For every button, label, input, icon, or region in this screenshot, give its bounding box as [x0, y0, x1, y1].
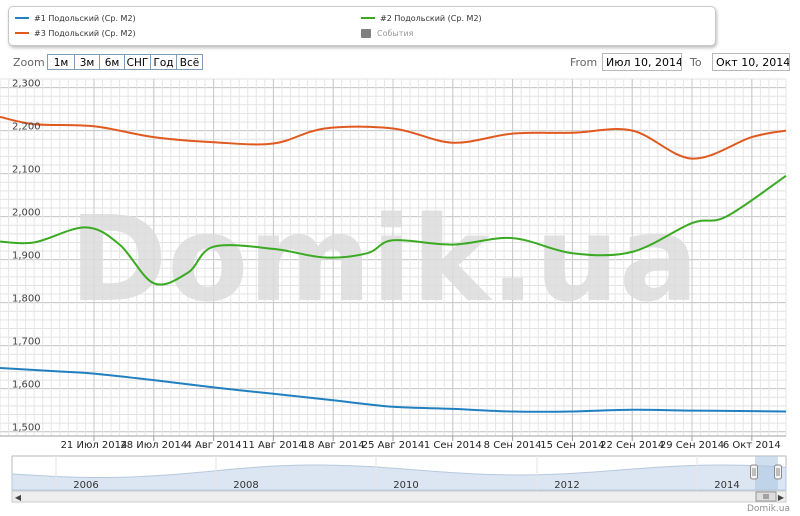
credit-link[interactable]: Domik.ua [747, 504, 790, 514]
x-tick-label: 25 Авг 2014 [362, 440, 425, 451]
legend-item-series-3[interactable]: #3 Подольский (Ср. М2) [15, 27, 136, 39]
zoom-button-3m[interactable]: 3м [74, 54, 100, 70]
y-tick-label: 1,700 [12, 337, 41, 348]
x-tick-label: 8 Сен 2014 [484, 440, 542, 451]
zoom-label: Zoom [13, 56, 45, 69]
navigator-handle-left[interactable] [750, 464, 758, 480]
navigator-series [11, 464, 787, 491]
watermark: Domik.ua [69, 190, 698, 328]
x-tick-label: 22 Сен 2014 [600, 440, 664, 451]
scrollbar-track[interactable] [11, 490, 787, 503]
x-tick-label: 28 Июл 2014 [120, 440, 187, 451]
y-tick-label: 2,300 [12, 79, 41, 90]
legend-item-events[interactable]: События [361, 27, 413, 39]
zoom-button-ytd[interactable]: СНГ [124, 54, 151, 70]
range-to-input[interactable] [712, 53, 790, 71]
y-tick-label: 2,000 [12, 208, 41, 219]
navigator-year-label: 2010 [393, 480, 418, 491]
scroll-left-icon[interactable]: ◀ [15, 493, 22, 502]
x-tick-label: 6 Окт 2014 [723, 440, 781, 451]
series-3-swatch [15, 32, 29, 34]
navigator: 2006 2008 2010 2012 2014 ◀ ▶ [11, 455, 787, 503]
y-tick-label: 1,900 [12, 251, 41, 262]
legend-label: #2 Подольский (Ср. М2) [380, 13, 482, 23]
navigator-year-label: 2014 [714, 480, 739, 491]
y-tick-label: 2,100 [12, 165, 41, 176]
legend: #1 Подольский (Ср. М2) #2 Подольский (Ср… [8, 6, 716, 46]
legend-label: События [377, 28, 414, 38]
legend-item-series-2[interactable]: #2 Подольский (Ср. М2) [361, 12, 482, 24]
series-line-3[interactable] [0, 115, 787, 160]
range-to-label: To [690, 56, 702, 69]
series-layer [0, 115, 787, 413]
x-tick-label: 15 Сен 2014 [540, 440, 604, 451]
series-1-swatch [15, 17, 29, 19]
y-tick-label: 2,200 [12, 122, 41, 133]
legend-label: #3 Подольский (Ср. М2) [34, 28, 136, 38]
legend-label: #1 Подольский (Ср. М2) [34, 13, 136, 23]
x-tick-label: 21 Июл 2014 [61, 440, 128, 451]
series-2-swatch [361, 17, 375, 19]
y-tick-label: 1,800 [12, 294, 41, 305]
navigator-year-label: 2012 [554, 480, 579, 491]
navigator-selection[interactable] [755, 456, 778, 490]
x-tick-label: 18 Авг 2014 [302, 440, 365, 451]
navigator-year-label: 2008 [233, 480, 258, 491]
legend-item-series-1[interactable]: #1 Подольский (Ср. М2) [15, 12, 136, 24]
grid [0, 78, 787, 437]
zoom-button-all[interactable]: Всё [176, 54, 203, 70]
x-tick-label: 29 Сен 2014 [660, 440, 724, 451]
scroll-right-icon[interactable]: ▶ [778, 493, 785, 502]
x-tick-label: 1 Сен 2014 [424, 440, 482, 451]
series-line-2[interactable] [0, 174, 787, 286]
y-tick-label: 1,500 [12, 423, 41, 434]
y-tick-label: 1,600 [12, 380, 41, 391]
x-tick-label: 4 Авг 2014 [186, 440, 242, 451]
y-axis: 1,500 1,600 1,700 1,800 1,900 2,000 2,100 2,200… [12, 79, 41, 434]
range-from-label: From [570, 56, 598, 69]
navigator-handle-right[interactable] [774, 464, 782, 480]
navigator-year-label: 2006 [73, 480, 98, 491]
events-swatch [361, 28, 371, 38]
range-from-input[interactable] [602, 53, 682, 71]
zoom-button-1m[interactable]: 1м [47, 54, 75, 70]
x-tick-label: 11 Авг 2014 [242, 440, 305, 451]
series-line-1[interactable] [0, 367, 787, 413]
